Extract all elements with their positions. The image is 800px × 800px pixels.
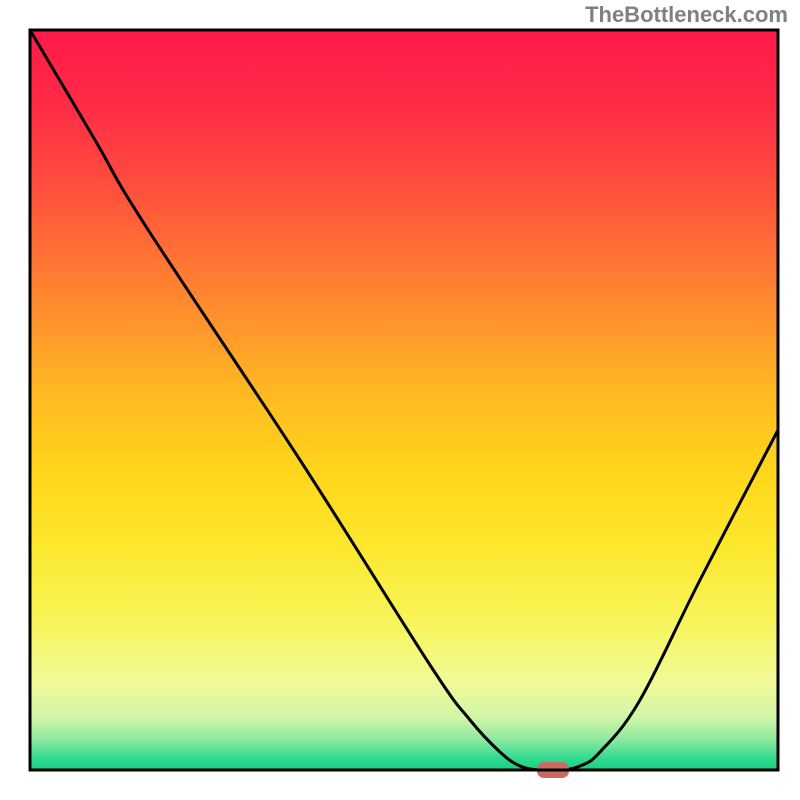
plot-background bbox=[30, 30, 778, 770]
chart-container: TheBottleneck.com bbox=[0, 0, 800, 800]
bottleneck-curve-chart bbox=[0, 0, 800, 800]
watermark-text: TheBottleneck.com bbox=[585, 2, 788, 28]
